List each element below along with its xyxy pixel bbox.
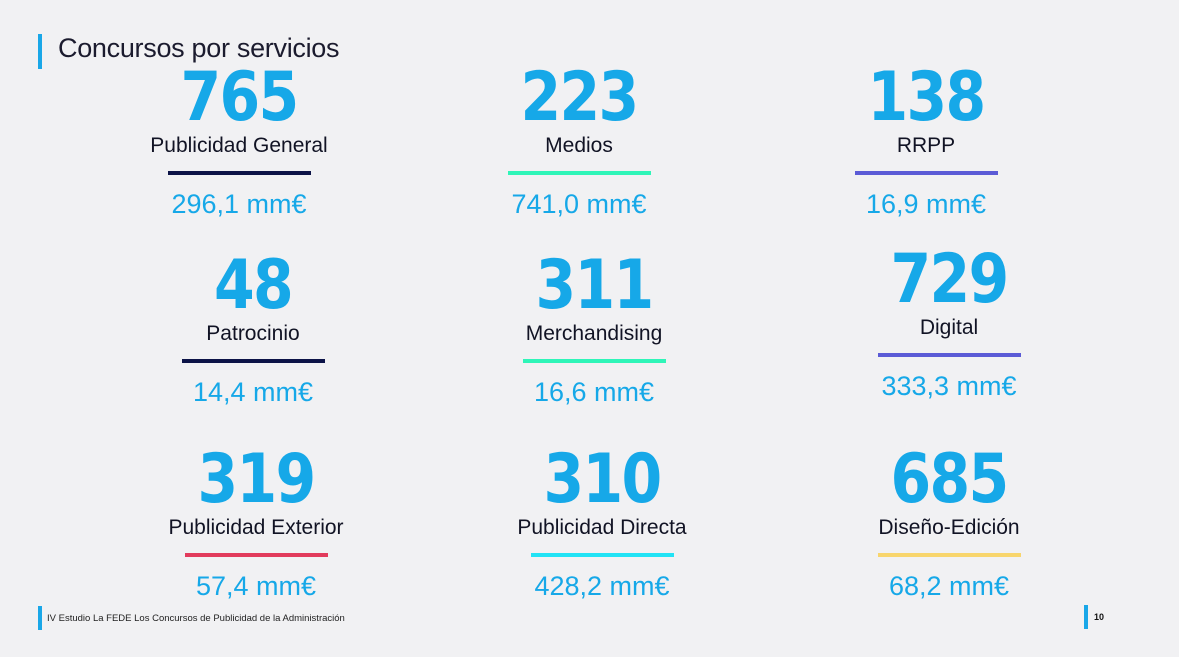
footer-text: IV Estudio La FEDE Los Concursos de Publ… bbox=[47, 613, 345, 624]
stat-amount: 428,2 mm€ bbox=[534, 571, 670, 601]
stat-number: 223 bbox=[520, 58, 640, 137]
stat-label: RRPP bbox=[896, 134, 956, 157]
stat-number: 319 bbox=[197, 440, 317, 519]
page-number-accent-bar bbox=[1084, 605, 1088, 629]
stat-patrocinio: 48 Patrocinio 14,4 mm€ bbox=[123, 246, 383, 408]
stat-merchandising: 311 Merchandising 16,6 mm€ bbox=[464, 246, 724, 408]
stat-amount: 741,0 mm€ bbox=[511, 189, 647, 219]
stat-number: 729 bbox=[890, 240, 1010, 319]
stat-divider bbox=[877, 553, 1021, 557]
stat-number: 138 bbox=[867, 58, 987, 137]
stat-amount: 296,1 mm€ bbox=[171, 189, 307, 219]
stat-amount: 16,9 mm€ bbox=[865, 189, 987, 219]
stat-divider bbox=[184, 553, 328, 557]
stat-medios: 223 Medios 741,0 mm€ bbox=[449, 58, 709, 220]
stat-digital: 729 Digital 333,3 mm€ bbox=[819, 240, 1079, 402]
page-number: 10 bbox=[1094, 612, 1105, 622]
stat-label: Patrocinio bbox=[206, 322, 300, 345]
stat-number: 310 bbox=[543, 440, 663, 519]
stat-rrpp: 138 RRPP 16,9 mm€ bbox=[796, 58, 1056, 220]
stat-publicidad-general: 765 Publicidad General 296,1 mm€ bbox=[109, 58, 369, 220]
stat-label: Merchandising bbox=[525, 322, 663, 345]
stat-number: 685 bbox=[890, 440, 1010, 519]
stat-publicidad-directa: 310 Publicidad Directa 428,2 mm€ bbox=[472, 440, 732, 602]
stat-label: Diseño-Edición bbox=[878, 516, 1020, 539]
stat-divider bbox=[854, 171, 998, 175]
stat-amount: 68,2 mm€ bbox=[888, 571, 1010, 601]
stat-divider bbox=[507, 171, 651, 175]
title-accent-bar bbox=[38, 34, 42, 69]
stat-divider bbox=[167, 171, 311, 175]
stat-divider bbox=[522, 359, 666, 363]
stat-divider bbox=[877, 353, 1021, 357]
stat-divider bbox=[181, 359, 325, 363]
stat-label: Medios bbox=[545, 134, 613, 157]
stat-diseno-edicion: 685 Diseño-Edición 68,2 mm€ bbox=[819, 440, 1079, 602]
stat-label: Publicidad General bbox=[150, 134, 328, 157]
stat-amount: 333,3 mm€ bbox=[881, 371, 1017, 401]
stat-label: Publicidad Directa bbox=[517, 516, 687, 539]
footer-accent-bar bbox=[38, 606, 42, 630]
stat-amount: 57,4 mm€ bbox=[195, 571, 317, 601]
stat-number: 311 bbox=[535, 246, 655, 325]
stat-label: Digital bbox=[919, 316, 979, 339]
stat-amount: 16,6 mm€ bbox=[533, 377, 655, 407]
stat-publicidad-exterior: 319 Publicidad Exterior 57,4 mm€ bbox=[126, 440, 386, 602]
page-title: Concursos por servicios bbox=[58, 33, 340, 63]
stat-amount: 14,4 mm€ bbox=[192, 377, 314, 407]
stat-number: 765 bbox=[180, 58, 300, 137]
stat-divider bbox=[530, 553, 674, 557]
stat-label: Publicidad Exterior bbox=[168, 516, 344, 539]
stat-number: 48 bbox=[214, 246, 294, 325]
